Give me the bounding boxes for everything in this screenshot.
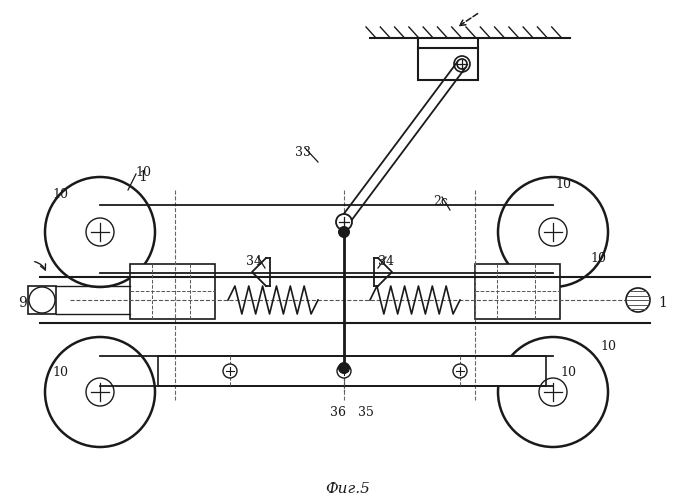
Bar	[418, 48, 478, 80]
Circle shape	[339, 217, 349, 227]
Circle shape	[29, 287, 55, 313]
Text: 34: 34	[246, 255, 262, 268]
Circle shape	[336, 214, 352, 230]
Text: 1: 1	[658, 296, 667, 310]
Text: 10: 10	[135, 166, 151, 179]
Text: 1: 1	[138, 170, 147, 184]
Text: Фиг.5: Фиг.5	[325, 482, 370, 496]
Circle shape	[498, 337, 608, 447]
Bar	[158, 356, 546, 386]
Text: 10: 10	[600, 340, 616, 353]
Text: 35: 35	[358, 406, 374, 419]
Circle shape	[45, 337, 155, 447]
Circle shape	[498, 177, 608, 287]
Circle shape	[457, 59, 467, 69]
Text: 34: 34	[378, 255, 394, 268]
Text: 2c: 2c	[433, 195, 448, 208]
Circle shape	[223, 364, 237, 378]
Text: 10: 10	[52, 188, 68, 201]
Circle shape	[337, 364, 351, 378]
Text: 9: 9	[18, 296, 26, 310]
Text: 10: 10	[590, 252, 606, 265]
Bar	[475, 264, 560, 319]
Text: 10: 10	[52, 366, 68, 379]
Bar	[130, 264, 215, 319]
Text: 36: 36	[330, 406, 346, 419]
Text: 33: 33	[295, 146, 311, 159]
Circle shape	[453, 364, 467, 378]
Text: 10: 10	[555, 178, 571, 191]
Text: 10: 10	[560, 366, 576, 379]
Circle shape	[338, 362, 350, 374]
Circle shape	[45, 177, 155, 287]
Circle shape	[338, 226, 350, 238]
Bar	[28, 286, 56, 314]
Circle shape	[626, 288, 650, 312]
